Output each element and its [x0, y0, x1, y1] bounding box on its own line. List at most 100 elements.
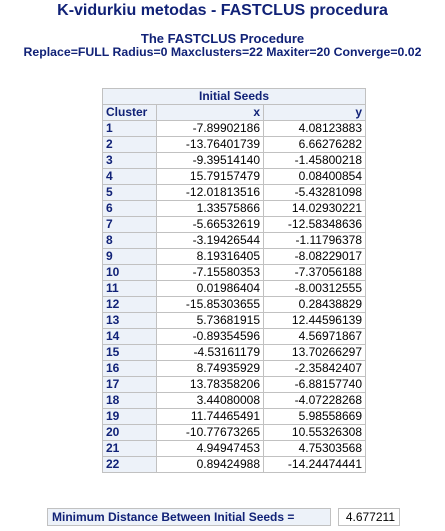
x-value-cell: 13.78358206 [156, 376, 264, 393]
x-value-cell: 15.79157479 [156, 168, 264, 185]
min-distance-row: Minimum Distance Between Initial Seeds =… [47, 508, 400, 526]
x-value-cell: -12.01813516 [156, 184, 264, 201]
table-row: 4 15.79157479 0.08400854 [102, 168, 366, 185]
cluster-id-cell: 7 [102, 216, 157, 233]
procedure-subtitle: The FASTCLUS Procedure [140, 31, 305, 46]
min-distance-spacer [331, 509, 339, 526]
table-row: 20 -10.77673265 10.55326308 [102, 424, 366, 441]
x-value-cell: -7.15580353 [156, 264, 264, 281]
table-row: 18 3.44080008 -4.07228268 [102, 392, 366, 409]
table-row: 5 -12.01813516 -5.43281098 [102, 184, 366, 201]
x-value-cell: -13.76401739 [156, 136, 264, 153]
x-value-cell: 1.33575866 [156, 200, 264, 217]
cluster-id-cell: 13 [102, 312, 157, 329]
y-value-cell: -1.11796378 [263, 232, 366, 249]
cluster-id-cell: 21 [102, 440, 157, 457]
cluster-id-cell: 3 [102, 152, 157, 169]
y-value-cell: -2.35842407 [263, 360, 366, 377]
y-value-cell: 4.08123883 [263, 120, 366, 137]
y-value-cell: 14.02930221 [263, 200, 366, 217]
x-value-cell: 8.74935929 [156, 360, 264, 377]
y-value-cell: -1.45800218 [263, 152, 366, 169]
cluster-id-cell: 1 [102, 120, 157, 137]
y-value-cell: 5.98558669 [263, 408, 366, 425]
x-value-cell: 11.74465491 [156, 408, 264, 425]
x-value-cell: 0.01986404 [156, 280, 264, 297]
table-row: 17 13.78358206 -6.88157740 [102, 376, 366, 393]
cluster-id-cell: 18 [102, 392, 157, 409]
min-distance-value: 4.677211 [338, 508, 400, 526]
x-value-cell: -0.89354596 [156, 328, 264, 345]
x-value-cell: -10.77673265 [156, 424, 264, 441]
table-row: 11 0.01986404 -8.00312555 [102, 280, 366, 297]
cluster-id-cell: 15 [102, 344, 157, 361]
cluster-id-cell: 8 [102, 232, 157, 249]
y-value-cell: -14.24474441 [263, 456, 366, 473]
cluster-id-cell: 19 [102, 408, 157, 425]
table-caption: Initial Seeds [102, 88, 366, 105]
table-row: 21 4.94947453 4.75303568 [102, 440, 366, 457]
x-value-cell: 8.19316405 [156, 248, 264, 265]
procedure-options: Replace=FULL Radius=0 Maxclusters=22 Max… [23, 45, 422, 59]
table-row: 7 -5.66532619 -12.58348636 [102, 216, 366, 233]
cluster-id-cell: 12 [102, 296, 157, 313]
cluster-id-cell: 14 [102, 328, 157, 345]
y-value-cell: -4.07228268 [263, 392, 366, 409]
y-value-cell: 12.44596139 [263, 312, 366, 329]
column-header-y: y [263, 104, 366, 121]
table-row: 9 8.19316405 -8.08229017 [102, 248, 366, 265]
table-body: 1 -7.89902186 4.08123883 2 -13.76401739 6.662… [102, 120, 366, 473]
table-row: 6 1.33575866 14.02930221 [102, 200, 366, 217]
cluster-id-cell: 2 [102, 136, 157, 153]
y-value-cell: -7.37056188 [263, 264, 366, 281]
table-row: 19 11.74465491 5.98558669 [102, 408, 366, 425]
table-row: 12 -15.85303655 0.28438829 [102, 296, 366, 313]
y-value-cell: 4.75303568 [263, 440, 366, 457]
cluster-id-cell: 4 [102, 168, 157, 185]
column-header-x: x [156, 104, 264, 121]
report-title: K-vidurkiu metodas - FASTCLUS procedura [57, 2, 388, 19]
y-value-cell: 10.55326308 [263, 424, 366, 441]
table-row: 13 5.73681915 12.44596139 [102, 312, 366, 329]
y-value-cell: -8.00312555 [263, 280, 366, 297]
min-distance-label: Minimum Distance Between Initial Seeds = [47, 508, 331, 526]
x-value-cell: -4.53161179 [156, 344, 264, 361]
column-header-cluster: Cluster [102, 104, 157, 121]
x-value-cell: -9.39514140 [156, 152, 264, 169]
table-row: 1 -7.89902186 4.08123883 [102, 120, 366, 137]
cluster-id-cell: 17 [102, 376, 157, 393]
x-value-cell: -7.89902186 [156, 120, 264, 137]
x-value-cell: -15.85303655 [156, 296, 264, 313]
x-value-cell: -5.66532619 [156, 216, 264, 233]
table-row: 22 0.89424988 -14.24474441 [102, 456, 366, 473]
cluster-id-cell: 5 [102, 184, 157, 201]
y-value-cell: -8.08229017 [263, 248, 366, 265]
initial-seeds-table: Initial Seeds Cluster x y 1 -7.89902186 4.… [102, 88, 366, 473]
x-value-cell: -3.19426544 [156, 232, 264, 249]
x-value-cell: 5.73681915 [156, 312, 264, 329]
x-value-cell: 4.94947453 [156, 440, 264, 457]
y-value-cell: 0.08400854 [263, 168, 366, 185]
table-row: 16 8.74935929 -2.35842407 [102, 360, 366, 377]
cluster-id-cell: 9 [102, 248, 157, 265]
table-row: 2 -13.76401739 6.66276282 [102, 136, 366, 153]
y-value-cell: 4.56971867 [263, 328, 366, 345]
table-row: 14 -0.89354596 4.56971867 [102, 328, 366, 345]
y-value-cell: -5.43281098 [263, 184, 366, 201]
cluster-id-cell: 16 [102, 360, 157, 377]
cluster-id-cell: 10 [102, 264, 157, 281]
y-value-cell: -12.58348636 [263, 216, 366, 233]
table-row: 3 -9.39514140 -1.45800218 [102, 152, 366, 169]
y-value-cell: 13.70266297 [263, 344, 366, 361]
y-value-cell: 6.66276282 [263, 136, 366, 153]
x-value-cell: 0.89424988 [156, 456, 264, 473]
cluster-id-cell: 22 [102, 456, 157, 473]
cluster-id-cell: 6 [102, 200, 157, 217]
y-value-cell: 0.28438829 [263, 296, 366, 313]
cluster-id-cell: 20 [102, 424, 157, 441]
cluster-id-cell: 11 [102, 280, 157, 297]
table-row: 10 -7.15580353 -7.37056188 [102, 264, 366, 281]
table-row: 15 -4.53161179 13.70266297 [102, 344, 366, 361]
table-row: 8 -3.19426544 -1.11796378 [102, 232, 366, 249]
x-value-cell: 3.44080008 [156, 392, 264, 409]
